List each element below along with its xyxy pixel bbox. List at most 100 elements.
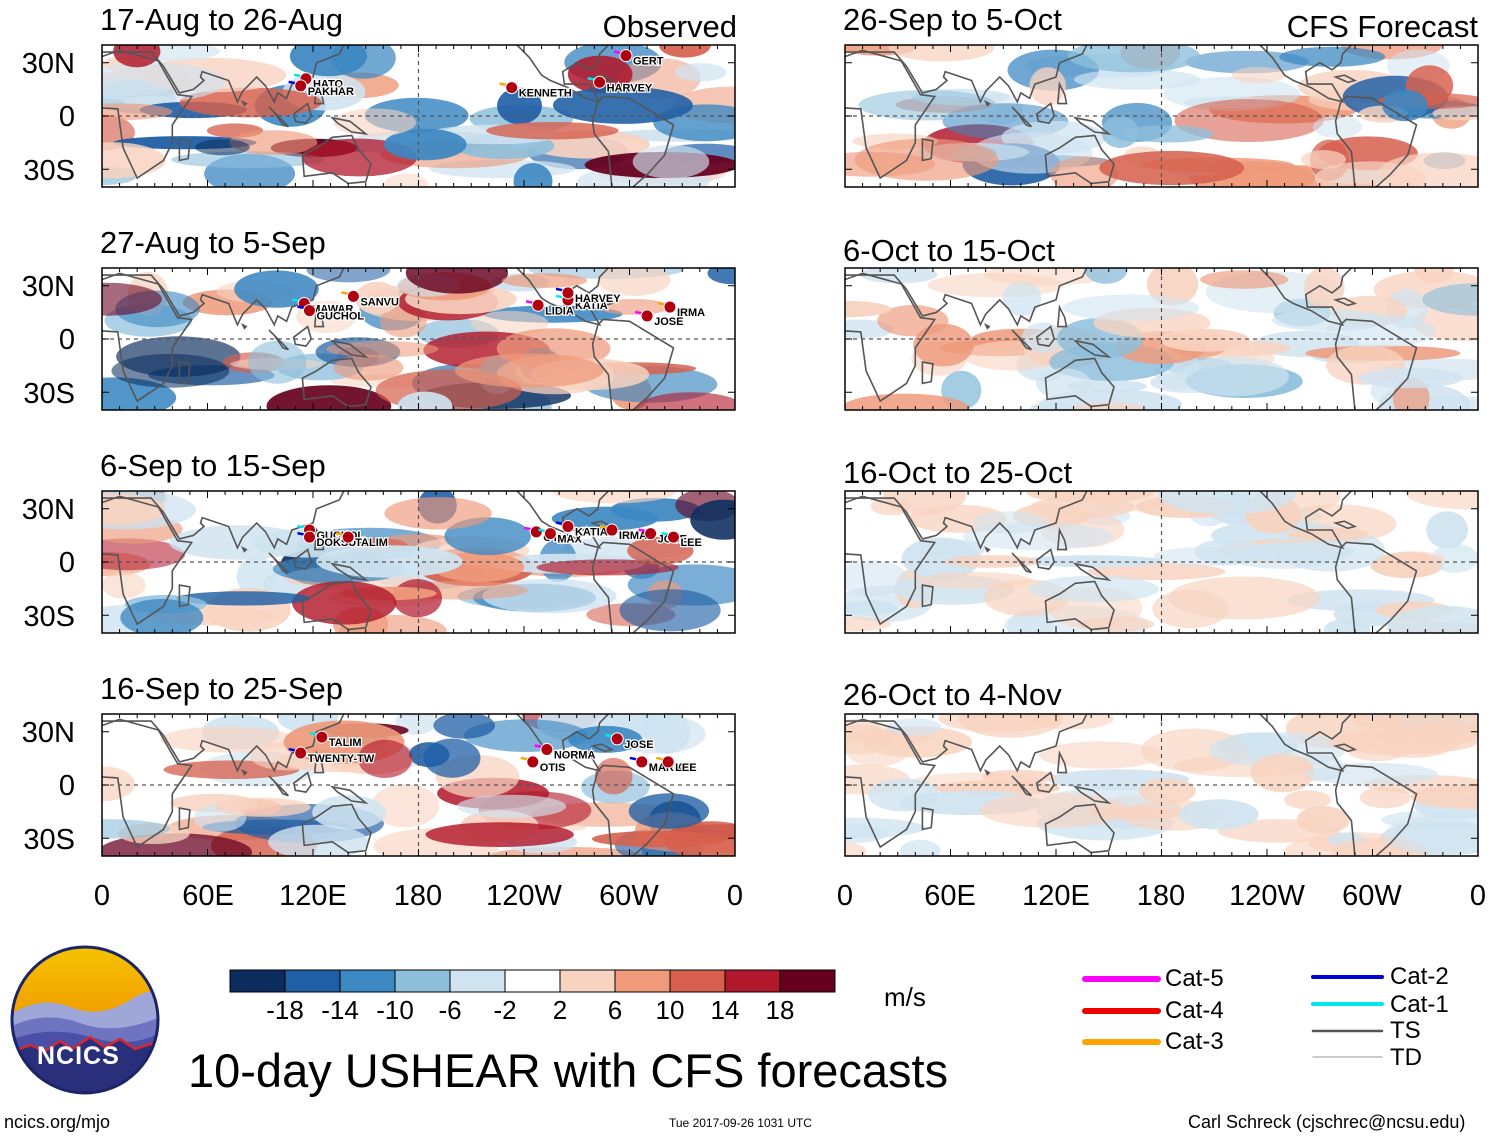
panel-title-obs3: 6-Sep to 15-Sep <box>100 448 326 483</box>
colorbar-swatch <box>559 969 616 993</box>
storm-marker <box>661 755 675 769</box>
storm-marker <box>529 525 543 539</box>
panel-title-obs1: 17-Aug to 26-Aug <box>100 2 344 37</box>
colorbar-label: -2 <box>493 995 517 1025</box>
track-legend <box>1082 975 1384 1058</box>
storm-name: TALIM <box>355 537 388 549</box>
lon-label: 120E <box>1022 880 1090 912</box>
storm-marker <box>561 520 575 533</box>
storm-name: KATIA <box>575 527 608 539</box>
storm-marker <box>294 79 308 93</box>
logo-text: NCICS <box>37 1042 120 1070</box>
lat-label-30s: 30S <box>23 824 75 856</box>
colorbar-label: 14 <box>710 995 740 1025</box>
storm-marker <box>526 755 540 769</box>
storm-marker <box>302 304 316 318</box>
storm-name: JOSE <box>654 316 683 328</box>
panel-title-fc2: 6-Oct to 15-Oct <box>843 233 1055 268</box>
storm-name: NORMA <box>554 750 596 762</box>
storm-name: HARVEY <box>575 293 621 305</box>
lon-label: 0 <box>726 880 744 912</box>
storm-name: LEE <box>675 762 696 774</box>
storm-name: TALIM <box>329 737 362 749</box>
legend-label-ts: TS <box>1390 1017 1421 1044</box>
storm-marker <box>644 527 658 541</box>
storm-name: MAX <box>557 534 582 546</box>
storm-name: GUCHOL <box>316 311 364 323</box>
lat-label-30n: 30N <box>21 494 75 526</box>
storm-name: IRMA <box>677 307 705 319</box>
colorbar-swatch <box>394 969 451 993</box>
storm-marker <box>663 300 677 314</box>
storm-marker <box>543 527 557 541</box>
colorbar-swatch <box>779 969 836 993</box>
lon-label: 60E <box>924 880 976 912</box>
storm-marker <box>505 81 519 95</box>
storm-marker <box>294 746 308 760</box>
storm-name: HARVEY <box>607 82 653 94</box>
map-panel-obs3: GUCHOLDOKSURITALIMOTISMAXKATIAIRMAJOSELE… <box>101 490 736 634</box>
storm-name: HATO <box>313 79 344 91</box>
lon-label: 180 <box>1136 880 1186 912</box>
map-panel-fc1 <box>844 44 1479 188</box>
main-title: 10-day USHEAR with CFS forecasts <box>188 1044 949 1097</box>
legend-label-td: TD <box>1390 1044 1422 1071</box>
lon-label: 60E <box>182 880 234 912</box>
panel-title-fc4: 26-Oct to 4-Nov <box>843 677 1062 712</box>
lat-label-30n: 30N <box>21 271 75 303</box>
lat-label-30s: 30S <box>23 378 75 410</box>
lon-label: 0 <box>1469 880 1487 912</box>
storm-name: SANVU <box>360 296 399 308</box>
storm-marker <box>666 530 680 544</box>
units-label: m/s <box>884 982 926 1012</box>
storm-marker <box>341 530 355 544</box>
storm-marker <box>605 523 619 537</box>
storm-marker <box>640 309 654 323</box>
colorbar-swatch <box>724 969 781 993</box>
storm-name: OTIS <box>540 762 566 774</box>
lat-label-30s: 30S <box>23 155 75 187</box>
lon-label: 0 <box>93 880 111 912</box>
lat-label-eq: 0 <box>58 547 75 579</box>
storm-marker <box>540 743 554 756</box>
observed-heading: Observed <box>602 9 737 44</box>
ncics-logo <box>10 945 160 1095</box>
panel-title-obs4: 16-Sep to 25-Sep <box>100 671 344 706</box>
colorbar-swatch <box>669 969 726 993</box>
storm-marker <box>315 730 329 744</box>
panel-title-fc1: 26-Sep to 5-Oct <box>843 2 1062 37</box>
lon-label: 120W <box>486 880 562 912</box>
colorbar-swatch <box>339 969 396 993</box>
colorbar-label: 18 <box>765 995 795 1025</box>
colorbar-swatch <box>504 969 561 993</box>
lat-label-30s: 30S <box>23 601 75 633</box>
panel-title-obs2: 27-Aug to 5-Sep <box>100 225 326 260</box>
colorbar-swatch <box>229 969 286 993</box>
storm-marker <box>610 732 624 746</box>
legend-label-cat3: Cat-3 <box>1165 1028 1224 1055</box>
map-panel-fc2 <box>844 267 1479 411</box>
storm-name: MAWAR <box>311 304 353 316</box>
footer-link[interactable]: ncics.org/mjo <box>4 1112 111 1132</box>
storm-name: PAKHAR <box>308 86 354 98</box>
colorbar-swatch <box>614 969 671 993</box>
storm-name: DOKSURI <box>316 537 367 549</box>
lat-label-eq: 0 <box>58 101 75 133</box>
colorbar-label: 2 <box>552 995 568 1025</box>
storm-name: LIDIA <box>545 305 574 317</box>
colorbar-swatch <box>449 969 506 993</box>
storm-name: TWENTY-TW <box>308 753 375 765</box>
lat-label-30n: 30N <box>21 48 75 80</box>
lat-label-eq: 0 <box>58 770 75 802</box>
colorbar <box>229 969 836 993</box>
lon-label: 120E <box>279 880 347 912</box>
colorbar-label: 10 <box>655 995 685 1025</box>
colorbar-swatch <box>284 969 341 993</box>
forecast-heading: CFS Forecast <box>1286 9 1478 44</box>
legend-label-cat2: Cat-2 <box>1390 963 1449 990</box>
map-panel-fc3 <box>844 490 1479 634</box>
storm-name: JOSE <box>624 739 653 751</box>
